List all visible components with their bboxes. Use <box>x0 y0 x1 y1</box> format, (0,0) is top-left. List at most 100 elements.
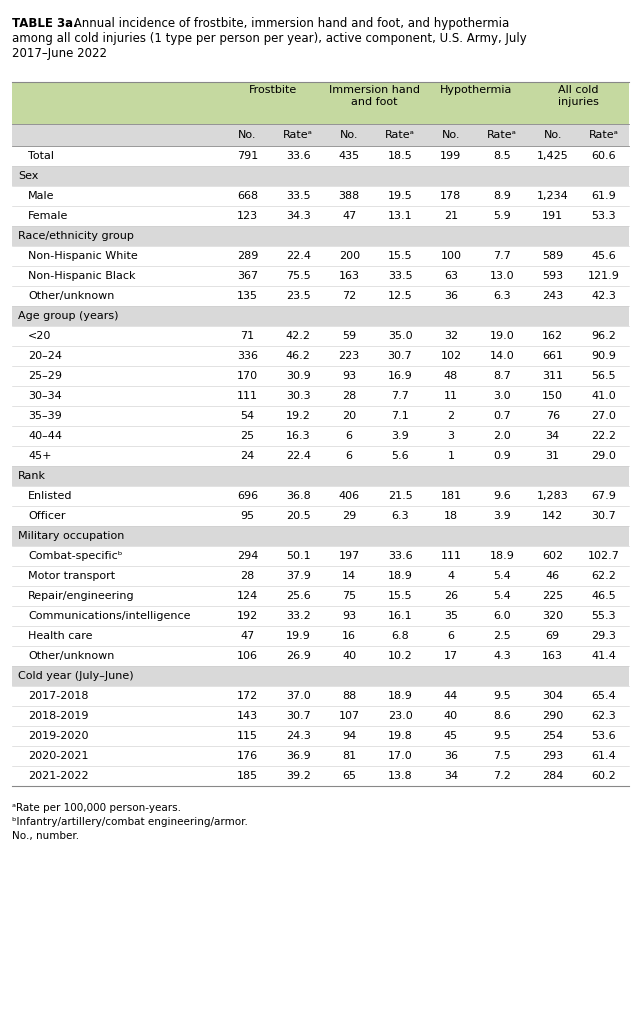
Text: 75: 75 <box>342 591 356 601</box>
Text: 12.5: 12.5 <box>388 291 412 301</box>
Text: 661: 661 <box>542 351 563 361</box>
Text: Cold year (July–June): Cold year (July–June) <box>18 671 133 681</box>
Text: 36: 36 <box>444 751 458 761</box>
Text: 31: 31 <box>545 451 560 461</box>
Text: Non-Hispanic Black: Non-Hispanic Black <box>28 271 135 281</box>
Text: 589: 589 <box>542 251 563 261</box>
Text: 27.0: 27.0 <box>591 410 616 421</box>
Text: 36.8: 36.8 <box>286 491 311 501</box>
Text: 88: 88 <box>342 691 356 701</box>
Text: 53.3: 53.3 <box>591 211 616 221</box>
Text: 35.0: 35.0 <box>388 331 412 341</box>
Text: 178: 178 <box>440 191 462 201</box>
Text: 0.7: 0.7 <box>493 410 511 421</box>
Text: 176: 176 <box>237 751 258 761</box>
Text: 55.3: 55.3 <box>591 611 616 621</box>
Bar <box>12 486 629 506</box>
Text: 9.5: 9.5 <box>493 731 511 741</box>
Text: 100: 100 <box>440 251 462 261</box>
Text: 6.8: 6.8 <box>391 631 409 641</box>
Text: 61.4: 61.4 <box>591 751 616 761</box>
Text: 4.3: 4.3 <box>493 651 511 661</box>
Text: 16.9: 16.9 <box>388 371 412 381</box>
Text: 192: 192 <box>237 611 258 621</box>
Text: 406: 406 <box>338 491 360 501</box>
Text: 7.1: 7.1 <box>391 410 409 421</box>
Text: Age group (years): Age group (years) <box>18 311 119 321</box>
Text: 71: 71 <box>240 331 254 341</box>
Text: 142: 142 <box>542 511 563 521</box>
Text: 0.9: 0.9 <box>493 451 511 461</box>
Bar <box>12 386 629 406</box>
Bar <box>12 366 629 386</box>
Text: 1,283: 1,283 <box>537 491 569 501</box>
Text: Rateᵃ: Rateᵃ <box>487 130 517 140</box>
Text: 9.5: 9.5 <box>493 691 511 701</box>
Text: 14.0: 14.0 <box>490 351 514 361</box>
Text: 6.3: 6.3 <box>493 291 511 301</box>
Bar <box>12 446 629 466</box>
Text: Female: Female <box>28 211 69 221</box>
Text: 290: 290 <box>542 711 563 721</box>
Text: 47: 47 <box>240 631 254 641</box>
Text: ᵇInfantry/artillery/combat engineering/armor.: ᵇInfantry/artillery/combat engineering/a… <box>12 817 248 827</box>
Bar <box>12 626 629 646</box>
Text: 56.5: 56.5 <box>591 371 616 381</box>
Text: 191: 191 <box>542 211 563 221</box>
Text: 19.0: 19.0 <box>490 331 514 341</box>
Bar <box>12 226 629 246</box>
Text: 26.9: 26.9 <box>286 651 311 661</box>
Text: Annual incidence of frostbite, immersion hand and foot, and hypothermia: Annual incidence of frostbite, immersion… <box>70 17 509 30</box>
Text: 29: 29 <box>342 511 356 521</box>
Bar <box>12 766 629 786</box>
Bar <box>12 82 629 124</box>
Text: 3.9: 3.9 <box>391 431 409 440</box>
Text: 200: 200 <box>338 251 360 261</box>
Text: 115: 115 <box>237 731 258 741</box>
Text: 25–29: 25–29 <box>28 371 62 381</box>
Text: 63: 63 <box>444 271 458 281</box>
Text: 42.2: 42.2 <box>286 331 311 341</box>
Text: Other/unknown: Other/unknown <box>28 651 114 661</box>
Text: 93: 93 <box>342 371 356 381</box>
Text: 124: 124 <box>237 591 258 601</box>
Text: 13.1: 13.1 <box>388 211 412 221</box>
Text: 102: 102 <box>440 351 462 361</box>
Text: 2021-2022: 2021-2022 <box>28 771 88 781</box>
Text: TABLE 3a.: TABLE 3a. <box>12 17 78 30</box>
Text: 37.9: 37.9 <box>286 571 311 581</box>
Text: 602: 602 <box>542 551 563 561</box>
Text: 42.3: 42.3 <box>591 291 616 301</box>
Text: 20–24: 20–24 <box>28 351 62 361</box>
Text: No.: No. <box>340 130 358 140</box>
Text: 668: 668 <box>237 191 258 201</box>
Text: 33.6: 33.6 <box>388 551 412 561</box>
Text: 111: 111 <box>440 551 462 561</box>
Text: 29.0: 29.0 <box>591 451 616 461</box>
Text: 5.4: 5.4 <box>493 591 511 601</box>
Text: 19.8: 19.8 <box>388 731 413 741</box>
Text: 22.4: 22.4 <box>286 251 311 261</box>
Text: No.: No. <box>544 130 562 140</box>
Text: 293: 293 <box>542 751 563 761</box>
Text: 3.9: 3.9 <box>493 511 511 521</box>
Bar <box>12 506 629 526</box>
Text: 18: 18 <box>444 511 458 521</box>
Text: 163: 163 <box>542 651 563 661</box>
Bar <box>12 266 629 286</box>
Text: 35: 35 <box>444 611 458 621</box>
Text: 45.6: 45.6 <box>591 251 616 261</box>
Text: 5.6: 5.6 <box>391 451 409 461</box>
Text: 23.0: 23.0 <box>388 711 412 721</box>
Bar <box>12 146 629 166</box>
Text: 7.7: 7.7 <box>391 391 409 401</box>
Text: 311: 311 <box>542 371 563 381</box>
Text: 21: 21 <box>444 211 458 221</box>
Text: Motor transport: Motor transport <box>28 571 115 581</box>
Text: Other/unknown: Other/unknown <box>28 291 114 301</box>
Bar <box>12 124 629 146</box>
Text: 16: 16 <box>342 631 356 641</box>
Text: 33.5: 33.5 <box>388 271 412 281</box>
Text: 1: 1 <box>447 451 454 461</box>
Text: 6.3: 6.3 <box>391 511 409 521</box>
